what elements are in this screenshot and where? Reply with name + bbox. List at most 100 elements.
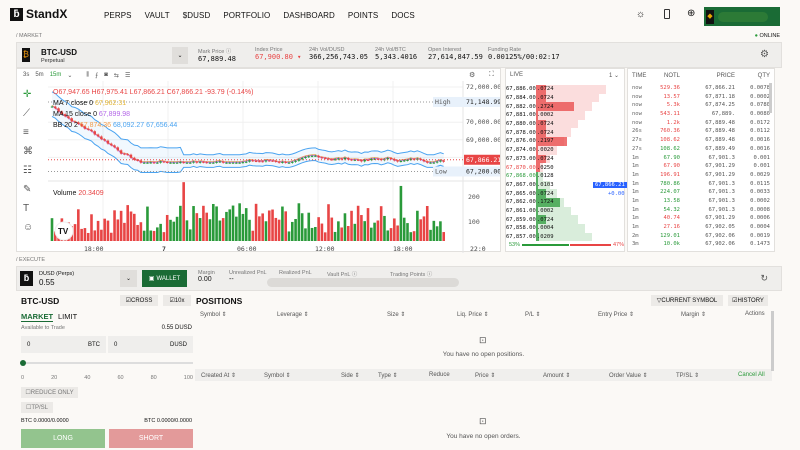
tab-limit[interactable]: LIMIT [58, 312, 78, 321]
col-price: PRICE [716, 73, 735, 80]
cancel-all-button[interactable]: Cancel All [738, 372, 765, 378]
indicators-icon[interactable]: ⨍ [95, 73, 99, 79]
amount-input[interactable]: 0 DUSD [108, 336, 193, 353]
trendline-icon[interactable]: ⟋ [23, 108, 30, 119]
list-icon[interactable]: ☰ [124, 73, 131, 79]
price-chart[interactable]: 72,000.00 70,000.00 69,000.00 High 71,148.99… [48, 81, 500, 253]
volume-bar [113, 210, 116, 241]
long-button[interactable]: LONG [21, 429, 105, 448]
nav-vault[interactable]: VAULT [144, 11, 170, 20]
volume-bar [419, 219, 422, 241]
trades-scrollbar[interactable] [769, 83, 772, 113]
volume-bar [274, 217, 278, 241]
nav-dashboard[interactable]: DASHBOARD [283, 11, 335, 20]
candle [264, 160, 268, 162]
positions-scrollbar[interactable] [771, 311, 774, 371]
trade-row: 1m 54.32 67,901.3 0.0008 [632, 206, 770, 213]
bid-row[interactable]: 67,867.00.0103 [506, 180, 554, 190]
text-icon[interactable]: T [23, 203, 30, 214]
market-select-dropdown[interactable]: ⌄ [172, 47, 188, 64]
pattern-icon[interactable]: ⌘ [23, 146, 33, 157]
volume-tick-label: 100 [468, 218, 480, 226]
account-button[interactable]: ◆ [704, 7, 780, 26]
ask-row[interactable]: 67,870.00.0250 [506, 163, 554, 172]
ask-row[interactable]: 67,878.00.0724 [506, 128, 626, 138]
refresh-icon[interactable]: ↻ [760, 273, 768, 283]
available-value: 0.55 DUSD [161, 325, 192, 331]
nav-portfolio[interactable]: PORTFOLIO [223, 11, 271, 20]
bid-row[interactable]: 67,857.00.0209 [506, 232, 626, 242]
cross-margin-button[interactable]: ☑ CROSS [120, 295, 158, 306]
group-select[interactable]: 1 ⌄ [608, 73, 619, 79]
brush-icon[interactable]: ✎ [23, 184, 32, 195]
interval-3s[interactable]: 3s [23, 72, 30, 78]
lines-icon[interactable]: ≡ [23, 127, 29, 138]
x-tick-label: 12:00 [315, 245, 335, 253]
ask-row[interactable]: 67,873.00.0724 [506, 154, 554, 164]
ask-row[interactable]: 67,876.00.2197 [506, 137, 626, 146]
history-button[interactable]: ☑ HISTORY [728, 295, 768, 306]
tab-market[interactable]: MARKET [21, 312, 54, 322]
volume-bar [310, 227, 314, 241]
candle [324, 157, 327, 159]
nav-perps[interactable]: PERPS [104, 11, 132, 20]
current-symbol-filter[interactable]: ▽ CURRENT SYMBOL [651, 295, 723, 306]
compare-icon[interactable]: ⇆ [113, 73, 119, 79]
size-slider[interactable] [23, 362, 193, 364]
address-pill [718, 11, 768, 22]
candle [353, 159, 357, 161]
chart-settings-icon[interactable]: ⚙ [469, 72, 476, 79]
bid-row[interactable]: 67,868.00.0128 [506, 171, 554, 181]
camera-icon[interactable]: ◙ [104, 72, 108, 78]
crosshair-icon[interactable]: ✛ [23, 89, 32, 100]
candle [376, 158, 380, 160]
volume-bar [287, 231, 291, 241]
logo[interactable]: ƃ StandX [10, 7, 67, 21]
ask-row[interactable]: 67,880.00.0724 [506, 119, 626, 129]
tpsl-checkbox[interactable]: ☐ TP/SL [21, 402, 53, 413]
y-tick-label: 72,000.00 [466, 83, 500, 91]
nav-docs[interactable]: DOCS [391, 11, 415, 20]
bid-row[interactable]: 67,862.00.1724 [506, 197, 626, 207]
globe-icon[interactable]: ⊕ [687, 8, 696, 19]
mobile-icon[interactable] [664, 9, 670, 19]
ask-row[interactable]: 67,884.00.0724 [506, 93, 626, 103]
qty-input[interactable]: 0 BTC [21, 336, 106, 353]
fullscreen-icon[interactable]: ⛶ [489, 71, 494, 78]
volume-bar [284, 211, 288, 241]
nav-dusd[interactable]: $DUSD [182, 11, 211, 20]
wallet-button[interactable]: ▣ WALLET [142, 270, 187, 287]
emoji-icon[interactable]: ☺ [23, 222, 34, 233]
leverage-button[interactable]: ☑ 10x [163, 295, 191, 306]
bid-row[interactable]: 67,861.00.0002 [506, 206, 626, 216]
volume-bar [149, 230, 153, 241]
candle [327, 158, 330, 160]
theme-sun-icon[interactable]: ☼ [636, 9, 646, 20]
interval-15m[interactable]: 15m [49, 72, 62, 78]
candle-type-icon[interactable]: ⫼ [86, 72, 90, 78]
nav-points[interactable]: POINTS [347, 11, 379, 20]
bid-row[interactable]: 67,859.00.0724 [506, 215, 626, 224]
volume-bar [393, 218, 396, 241]
candle [406, 159, 409, 161]
bid-row[interactable]: 67,865.00.0724 [506, 189, 626, 198]
slider-handle[interactable] [20, 360, 26, 366]
reduce-only-checkbox[interactable]: ☐ REDUCE ONLY [21, 387, 78, 398]
ask-row[interactable]: 67,874.00.0020 [506, 145, 626, 155]
interval-dropdown-icon[interactable]: ⌄ [67, 73, 73, 79]
fib-icon[interactable]: ☷ [23, 165, 32, 176]
market-stat: Index Price 67,900.80 ▾ [255, 47, 302, 61]
volume-bar [231, 205, 235, 241]
settings-gear-icon[interactable]: ⚙ [760, 49, 769, 60]
volume-bar [182, 182, 185, 241]
ask-row[interactable]: 67,881.00.0002 [506, 111, 626, 120]
bid-row[interactable]: 67,858.00.0004 [506, 224, 626, 233]
volume-bar [442, 232, 446, 241]
volume-bar [126, 205, 130, 241]
interval-5m[interactable]: 5m [35, 72, 44, 78]
ask-row[interactable]: 67,886.00.0724 [506, 85, 626, 94]
short-button[interactable]: SHORT [109, 429, 193, 448]
volume-bar [340, 227, 343, 241]
account-dropdown[interactable]: ⌄ [120, 270, 137, 287]
ask-row[interactable]: 67,882.00.2724 [506, 102, 626, 112]
